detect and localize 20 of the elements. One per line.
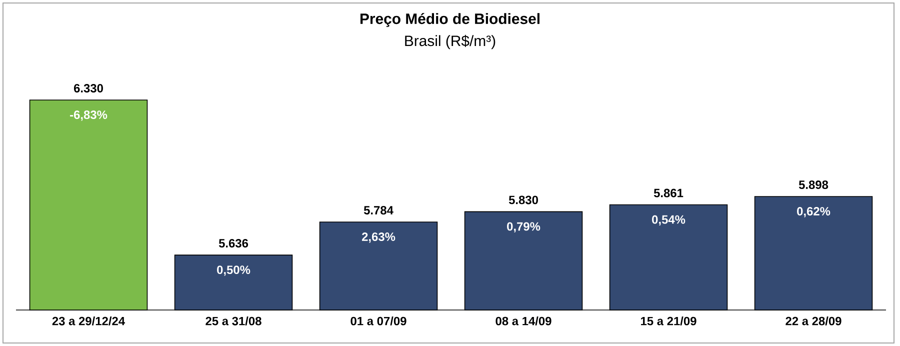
data-label: 5.830 <box>508 196 538 204</box>
annotation: 0,62% <box>797 207 830 218</box>
x-tick-label: 25 a 31/08 <box>206 316 262 326</box>
x-tick-label: 22 a 28/09 <box>786 316 842 326</box>
data-label: 6.330 <box>74 84 103 92</box>
chart-title: Preço Médio de Biodiesel <box>360 12 540 28</box>
chart-subtitle: Brasil (R$/m³) <box>405 34 496 50</box>
data-label: 5.784 <box>364 206 394 214</box>
annotation: 0,50% <box>217 266 250 276</box>
data-label: 5.636 <box>218 239 248 248</box>
x-tick-label: 01 a 07/09 <box>350 316 406 326</box>
annotation: 0,79% <box>507 222 540 232</box>
annotation: -6,83% <box>70 110 108 121</box>
x-tick-label: 08 a 14/09 <box>496 316 552 326</box>
x-tick-label: 23 a 29/12/24 <box>52 316 125 326</box>
data-label: 5.898 <box>798 180 828 189</box>
data-label: 5.861 <box>654 188 684 198</box>
annotation: 0,54% <box>652 215 686 226</box>
annotation: 2,63% <box>362 232 396 243</box>
x-tick-label: 15 a 21/09 <box>641 316 696 326</box>
